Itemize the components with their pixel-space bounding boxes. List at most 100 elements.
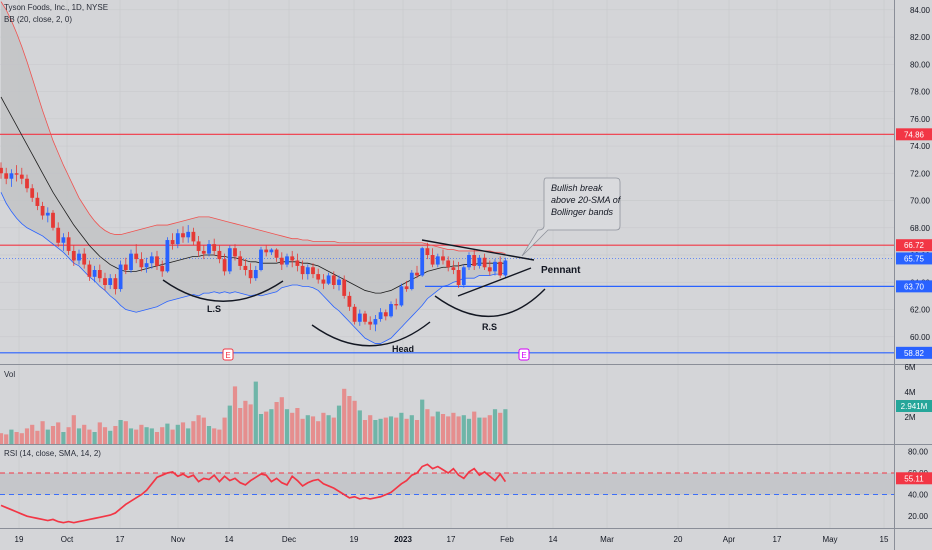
candle-body — [165, 240, 170, 272]
candle-body — [253, 270, 258, 279]
volume-bar — [430, 416, 435, 444]
volume-series — [0, 381, 508, 444]
candle — [253, 265, 258, 281]
volume-bar — [435, 411, 440, 444]
price-tick: 74.00 — [910, 142, 931, 151]
price-badge — [896, 346, 932, 359]
candle — [342, 275, 347, 299]
candle — [456, 261, 461, 288]
time-axis[interactable]: 19 Oct 17 Nov 14 Dec 19 2023 17 Feb 14 Mar 20 Apr 17 Ma… — [15, 535, 889, 544]
candle-body — [493, 261, 497, 272]
volume-bar — [108, 430, 113, 444]
candle-body — [274, 249, 279, 258]
candle — [4, 167, 9, 185]
earnings-marker-2-label: E — [521, 351, 526, 360]
candle-body — [14, 173, 19, 175]
candle-body — [217, 250, 222, 260]
volume-bar — [149, 428, 154, 444]
volume-bar — [269, 409, 274, 444]
time-tick: 17 — [116, 535, 125, 544]
time-tick: 17 — [447, 535, 456, 544]
candle — [363, 310, 367, 325]
candle — [425, 242, 430, 260]
candle-body — [503, 260, 508, 276]
candle — [123, 257, 128, 275]
volume-bar — [378, 418, 383, 444]
candle-body — [383, 312, 388, 317]
bollinger-band-area — [1, 1, 506, 344]
time-tick: 14 — [549, 535, 558, 544]
candle — [9, 169, 14, 187]
candle — [0, 162, 3, 179]
volume-bar — [243, 400, 248, 444]
candle — [66, 231, 71, 256]
volume-legend[interactable]: Vol — [4, 370, 16, 379]
volume-bar — [264, 411, 269, 444]
candle — [274, 248, 279, 262]
candle — [337, 275, 341, 291]
candle-body — [181, 233, 185, 238]
candle — [435, 253, 440, 268]
candle-body — [4, 173, 9, 179]
volume-bar — [24, 428, 30, 444]
price-badge-label: 66.72 — [904, 241, 925, 250]
candle-body — [290, 256, 295, 261]
candle-body — [129, 253, 133, 271]
volume-bar — [466, 418, 472, 444]
volume-bar — [186, 428, 191, 444]
volume-bar — [321, 412, 326, 444]
candle-body — [285, 256, 289, 265]
price-axis[interactable]: 84.00 82.00 80.00 78.00 76.00 74.00 72.00 70.00… — [896, 6, 932, 521]
candle-body — [461, 267, 466, 285]
volume-bar — [76, 428, 82, 444]
volume-bar — [258, 414, 264, 444]
volume-bar — [420, 399, 425, 444]
candle-body — [472, 255, 477, 266]
candle — [201, 245, 206, 260]
volume-bar — [362, 420, 368, 444]
candle-body — [155, 256, 159, 266]
callout-box[interactable]: Bullish break above 20-SMA of Bollinger … — [521, 177, 622, 257]
candle — [144, 257, 149, 273]
volume-bar — [373, 420, 378, 444]
candle — [238, 250, 243, 271]
candle — [87, 260, 92, 281]
rsi-legend[interactable]: RSI (14, close, SMA, 14, 2) — [4, 449, 101, 458]
candle — [207, 240, 211, 257]
candle — [378, 308, 383, 322]
candle — [30, 184, 35, 202]
candle — [248, 263, 253, 284]
candle-body — [201, 250, 206, 254]
candle — [487, 260, 492, 276]
price-badge — [896, 252, 932, 265]
candle-body — [477, 257, 482, 266]
time-tick: 20 — [674, 535, 683, 544]
candle — [279, 252, 284, 271]
volume-bar — [331, 417, 336, 444]
volume-bar — [414, 420, 420, 444]
rsi-line — [0, 463, 507, 524]
volume-bar — [61, 432, 66, 444]
volume-bar — [232, 386, 238, 444]
candle-body — [264, 249, 269, 253]
candle — [155, 250, 159, 271]
earnings-marker-2[interactable]: E — [518, 348, 530, 361]
candle — [19, 167, 24, 185]
price-tick: 80.00 — [910, 60, 931, 69]
price-badge-label: 63.70 — [904, 282, 925, 291]
time-tick: Nov — [171, 535, 185, 544]
candle — [285, 253, 289, 268]
candle — [430, 248, 435, 268]
volume-bar — [503, 409, 508, 444]
candle-body — [134, 253, 139, 260]
head-arc — [311, 321, 431, 347]
symbol-legend[interactable]: Tyson Foods, Inc., 1D, NYSE — [4, 3, 109, 12]
volume-bar — [102, 427, 108, 444]
candle-body — [425, 248, 430, 256]
bb-legend[interactable]: BB (20, close, 2, 0) — [4, 15, 73, 24]
volume-bar — [144, 427, 149, 444]
volume-bar — [222, 417, 227, 444]
earnings-marker-1[interactable]: E — [222, 348, 234, 361]
price-badge-label: 74.86 — [904, 130, 925, 139]
